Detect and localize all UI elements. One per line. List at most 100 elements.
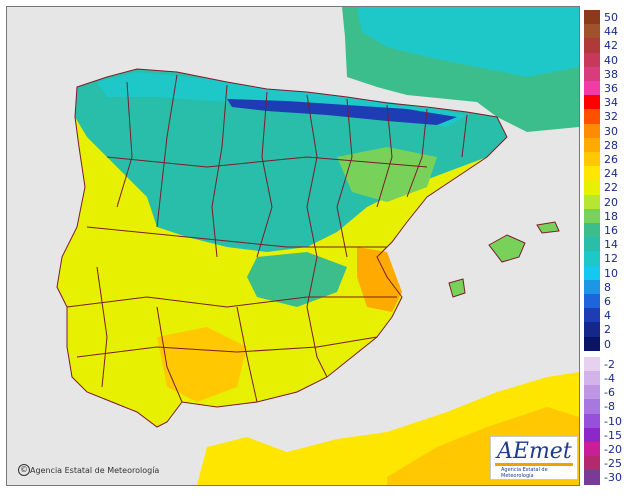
- legend-swatch: [584, 251, 600, 266]
- legend-swatch: [584, 194, 600, 209]
- map-svg: [7, 7, 579, 485]
- legend-label: 10: [604, 266, 618, 280]
- legend-swatch: [584, 38, 600, 53]
- temperature-map: [6, 6, 580, 486]
- guadalquivir-warm: [157, 327, 247, 402]
- legend-label: 22: [604, 181, 618, 195]
- legend-label: -20: [604, 443, 622, 456]
- legend-label: -2: [604, 357, 615, 371]
- legend-swatch: [584, 52, 600, 67]
- legend-item: -30: [584, 470, 630, 486]
- legend-item: 32: [584, 109, 630, 125]
- legend-label: 42: [604, 39, 618, 53]
- legend-label: 2: [604, 323, 611, 337]
- legend-swatch: [584, 123, 600, 138]
- legend-label: -6: [604, 386, 615, 400]
- legend-swatch: [584, 427, 600, 442]
- ibiza: [449, 279, 465, 297]
- legend-item: -20: [584, 442, 630, 458]
- legend-item: -2: [584, 356, 630, 373]
- credit-text: Agencia Estatal de Meteorología: [30, 466, 160, 475]
- legend-item: 40: [584, 52, 630, 69]
- legend-label: 36: [604, 82, 618, 95]
- menorca: [537, 222, 559, 233]
- legend-swatch: [584, 208, 600, 223]
- legend-item: -8: [584, 399, 630, 415]
- legend-swatch: [584, 470, 600, 485]
- legend-label: 50: [604, 11, 618, 24]
- legend-swatch: [584, 237, 600, 252]
- legend-item: 6: [584, 294, 630, 310]
- legend-swatch: [584, 442, 600, 457]
- legend-swatch: [584, 322, 600, 337]
- legend-item: 38: [584, 66, 630, 83]
- legend-item: -6: [584, 385, 630, 401]
- legend-swatch: [584, 24, 600, 39]
- legend-swatch: [584, 223, 600, 238]
- legend-swatch: [584, 95, 600, 110]
- province-borders: [56, 68, 560, 428]
- legend-label: 0: [604, 337, 611, 351]
- legend-item: -15: [584, 427, 630, 444]
- legend-label: 32: [604, 110, 618, 124]
- mallorca: [489, 235, 525, 262]
- legend-item: 42: [584, 38, 630, 54]
- legend-label: 24: [604, 167, 618, 181]
- legend-label: 12: [604, 252, 618, 266]
- pyrenees-cold: [227, 99, 457, 125]
- legend-item: 22: [584, 180, 630, 196]
- legend-item: -10: [584, 413, 630, 430]
- legend-item: 30: [584, 123, 630, 140]
- legend-item: 18: [584, 208, 630, 225]
- legend-swatch: [584, 336, 600, 351]
- valencia-warm: [357, 247, 402, 312]
- legend-item: 26: [584, 152, 630, 168]
- legend-item: 2: [584, 322, 630, 338]
- legend-label: 40: [604, 53, 618, 67]
- legend-label: -30: [604, 471, 622, 485]
- legend-item: 50: [584, 10, 630, 26]
- logo-subtitle: Agencia Estatal de Meteorología: [501, 467, 548, 479]
- legend-label: 14: [604, 238, 618, 252]
- legend-label: -25: [604, 457, 622, 471]
- legend-swatch: [584, 166, 600, 181]
- legend-label: 16: [604, 224, 618, 237]
- legend-swatch: [584, 356, 600, 371]
- aemet-logo: AEmet Agencia Estatal de Meteorología: [490, 436, 578, 480]
- legend-label: 26: [604, 153, 618, 166]
- legend-swatch: [584, 180, 600, 195]
- legend-swatch: [584, 10, 600, 25]
- legend-item: 28: [584, 137, 630, 154]
- legend-swatch: [584, 265, 600, 280]
- legend-label: -15: [604, 428, 622, 442]
- legend-swatch: [584, 137, 600, 152]
- legend-item: -25: [584, 456, 630, 472]
- france-cool-area: [357, 7, 579, 77]
- legend-item: 0: [584, 336, 630, 353]
- legend-item: 12: [584, 251, 630, 267]
- legend-item: 36: [584, 81, 630, 97]
- legend-item: 20: [584, 194, 630, 211]
- legend-swatch: [584, 66, 600, 81]
- legend-label: 38: [604, 67, 618, 81]
- legend-item: 16: [584, 223, 630, 239]
- legend-item: -4: [584, 371, 630, 387]
- legend-label: -4: [604, 372, 615, 385]
- legend-label: 28: [604, 138, 618, 152]
- central-mild-region: [247, 252, 347, 307]
- legend-swatch: [584, 371, 600, 386]
- legend-label: -10: [604, 414, 622, 428]
- logo-brand: AEmet: [497, 439, 572, 464]
- temperature-legend: 50 44 42 40 38 36 34 32 30 28 26 24 22 20 18 16 14 12 10 8 6…: [584, 10, 630, 490]
- legend-item: 10: [584, 265, 630, 282]
- legend-label: 30: [604, 124, 618, 138]
- legend-swatch: [584, 385, 600, 400]
- copyright-icon: ©: [18, 464, 30, 476]
- legend-label: 44: [604, 25, 618, 39]
- legend-label: 18: [604, 209, 618, 223]
- legend-swatch: [584, 413, 600, 428]
- legend-swatch: [584, 399, 600, 414]
- legend-label: 8: [604, 280, 611, 294]
- legend-label: 4: [604, 309, 611, 323]
- legend-swatch: [584, 152, 600, 167]
